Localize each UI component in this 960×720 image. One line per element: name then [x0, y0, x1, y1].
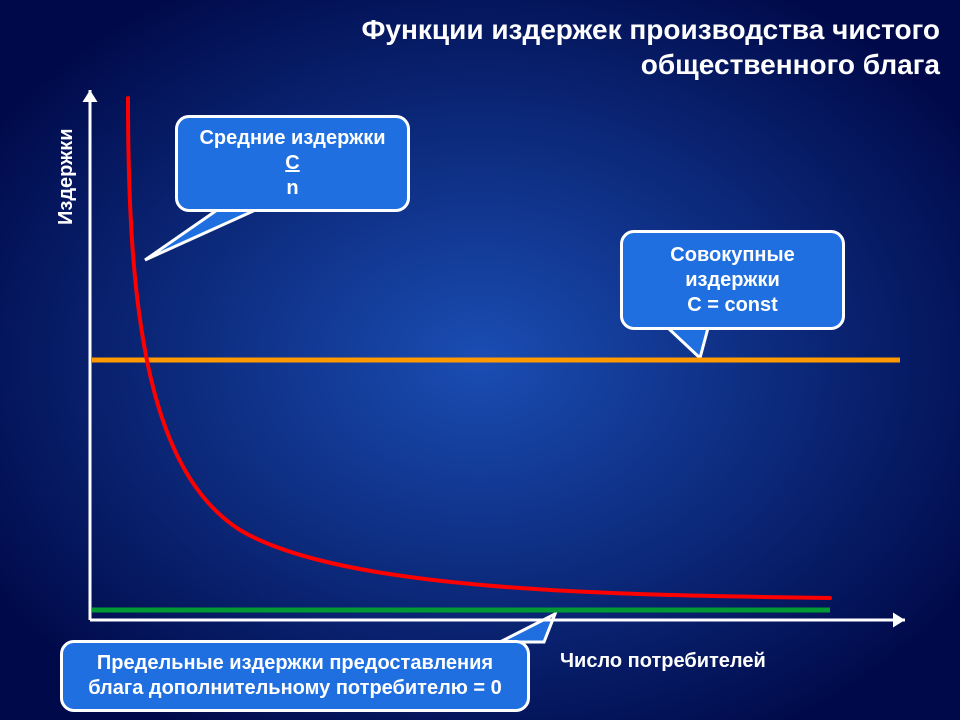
callout-avg-line1: Средние издержки	[199, 126, 385, 151]
chart-svg	[0, 0, 960, 720]
callout-marg-line1: Предельные издержки предоставления	[97, 651, 493, 676]
callout-marginal-costs: Предельные издержки предоставления блага…	[60, 640, 530, 712]
callout-total-line1: Совокупные	[670, 243, 794, 268]
callout-total-costs: Совокупные издержки C = const	[620, 230, 845, 330]
callout-avg-fraction-top: C	[285, 151, 299, 176]
callout-total-line3: C = const	[687, 293, 778, 318]
callout-avg-fraction-bottom: n	[286, 176, 298, 201]
callout-total-line2: издержки	[685, 268, 780, 293]
callout-average-costs: Средние издержки C n	[175, 115, 410, 212]
callout-marg-line2: блага дополнительному потребителю = 0	[88, 676, 502, 701]
